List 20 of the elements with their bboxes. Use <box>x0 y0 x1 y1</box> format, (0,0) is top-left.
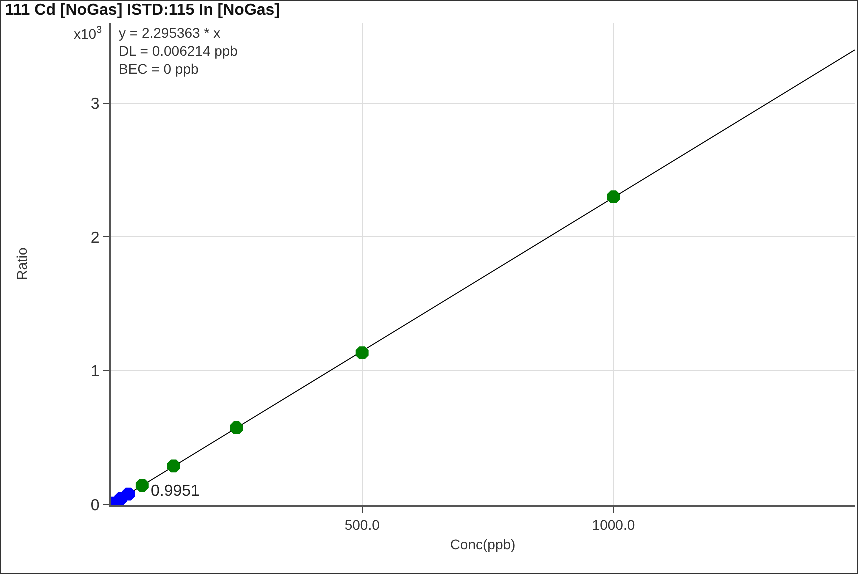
point <box>136 479 149 492</box>
x-tick-label: 1000.0 <box>592 516 636 533</box>
point <box>356 346 369 360</box>
point <box>230 422 244 434</box>
y-tick-label: 2 <box>90 230 100 247</box>
annotation: BEC = 0 ppb <box>119 61 199 77</box>
chart-title: 111 Cd [NoGas] ISTD:115 In [NoGas] <box>5 2 280 20</box>
point <box>607 190 620 204</box>
point <box>122 488 136 501</box>
x-axis-title: Conc(ppb) <box>450 536 516 553</box>
annotation: DL = 0.006214 ppb <box>119 43 238 59</box>
point <box>167 460 180 473</box>
y-tick-label: 0 <box>90 498 100 515</box>
y-axis-title: Ratio <box>14 247 30 280</box>
x-tick-label: 500.0 <box>344 516 380 533</box>
y-tick-label: 3 <box>90 96 100 113</box>
annotation: 0.9951 <box>151 483 200 500</box>
annotation: y = 2.295363 * x <box>119 25 221 41</box>
text: x10$^{3}$ <box>74 25 103 42</box>
y-tick-label: 1 <box>90 364 100 381</box>
